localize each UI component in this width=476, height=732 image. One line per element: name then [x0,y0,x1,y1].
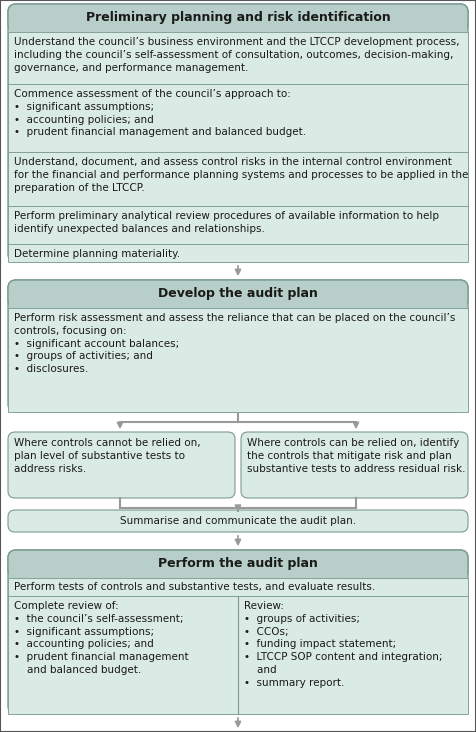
Text: Complete review of:
•  the council’s self-assessment;
•  significant assumptions: Complete review of: • the council’s self… [14,601,188,675]
Bar [8,596,468,714]
Bar [8,32,468,84]
FancyBboxPatch shape [8,4,468,32]
Text: Commence assessment of the council’s approach to:
•  significant assumptions;
• : Commence assessment of the council’s app… [14,89,306,138]
Text: Understand the council’s business environment and the LTCCP development process,: Understand the council’s business enviro… [14,37,459,72]
FancyBboxPatch shape [8,280,468,308]
FancyBboxPatch shape [8,280,468,412]
FancyBboxPatch shape [8,510,468,532]
Bar [8,308,468,412]
FancyBboxPatch shape [8,4,468,262]
Text: Determine planning materiality.: Determine planning materiality. [14,249,180,259]
Text: Where controls cannot be relied on,
plan level of substantive tests to
address r: Where controls cannot be relied on, plan… [14,438,200,474]
Bar [8,244,468,262]
Text: Perform the audit plan: Perform the audit plan [158,558,318,570]
Text: Perform preliminary analytical review procedures of available information to hel: Perform preliminary analytical review pr… [14,211,439,234]
Text: Review:
•  groups of activities;
•  CCOs;
•  funding impact statement;
•  LTCCP : Review: • groups of activities; • CCOs; … [244,601,443,688]
Text: Perform tests of controls and substantive tests, and evaluate results.: Perform tests of controls and substantiv… [14,582,375,592]
Text: Develop the audit plan: Develop the audit plan [158,288,318,301]
Text: Preliminary planning and risk identification: Preliminary planning and risk identifica… [86,12,390,24]
Bar [8,152,468,206]
Bar [8,84,468,152]
Bar [9,294,467,309]
Text: Summarise and communicate the audit plan.: Summarise and communicate the audit plan… [120,516,356,526]
Bar [8,206,468,244]
FancyBboxPatch shape [241,432,468,498]
Text: Perform risk assessment and assess the reliance that can be placed on the counci: Perform risk assessment and assess the r… [14,313,456,374]
Text: Where controls can be relied on, identify
the controls that mitigate risk and pl: Where controls can be relied on, identif… [247,438,466,474]
Bar [9,18,467,33]
FancyBboxPatch shape [8,550,468,578]
FancyBboxPatch shape [8,432,235,498]
Bar [9,564,467,579]
Bar [8,578,468,596]
Text: Understand, document, and assess control risks in the internal control environme: Understand, document, and assess control… [14,157,468,193]
FancyBboxPatch shape [8,550,468,714]
